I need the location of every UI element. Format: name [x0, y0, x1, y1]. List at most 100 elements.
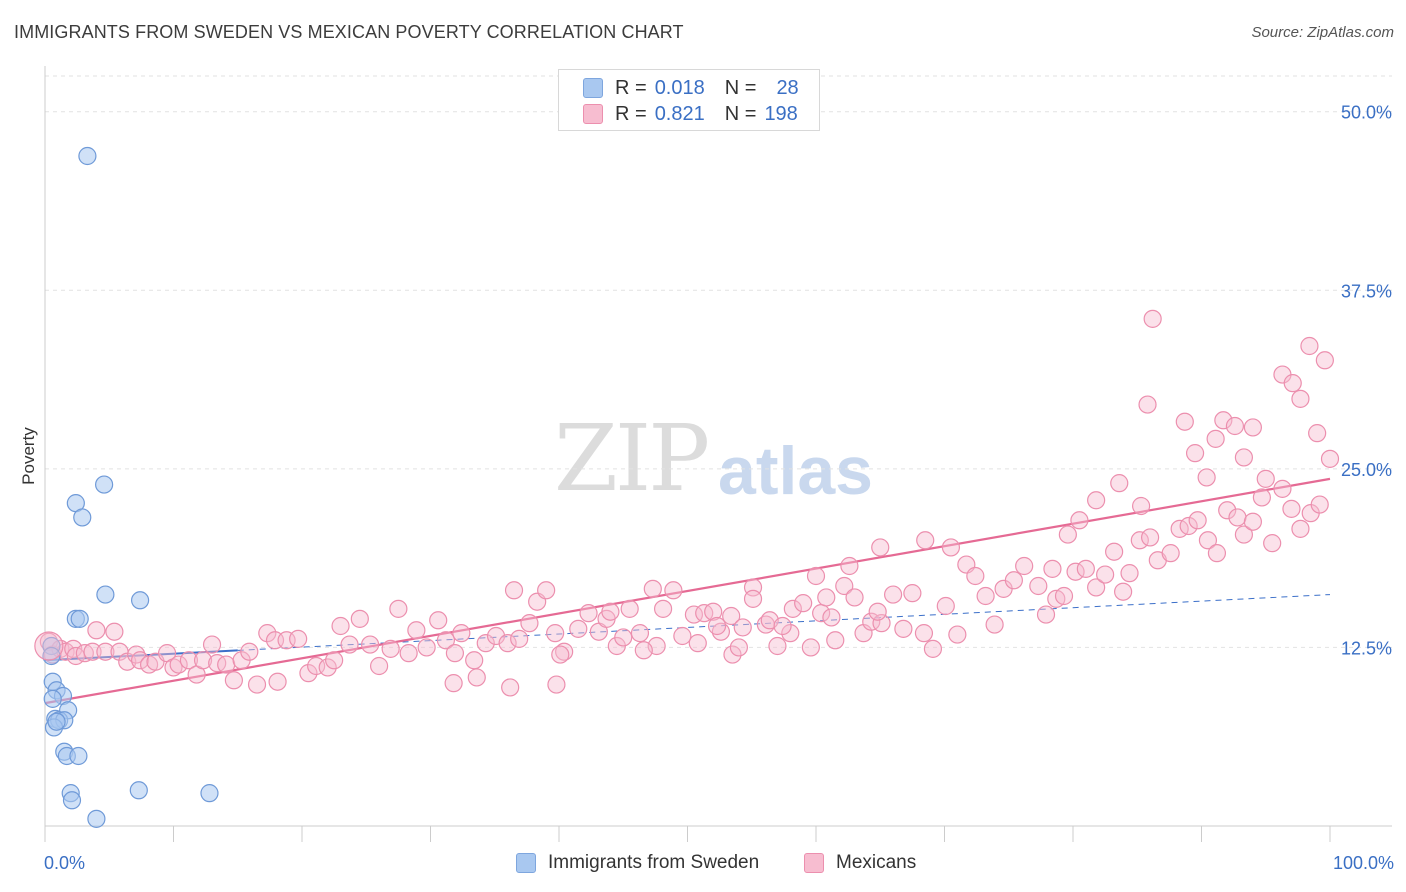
point-mexicans: [1243, 418, 1263, 437]
y-tick-label: 25.0%: [1341, 460, 1392, 480]
legend-label-mexicans: Mexicans: [836, 852, 917, 873]
point-mexicans: [417, 638, 436, 657]
point-mexicans: [277, 631, 296, 650]
point-mexicans: [130, 651, 150, 670]
point-mexicans: [707, 616, 727, 636]
point-mexicans: [1243, 512, 1263, 531]
point-mexicans: [894, 619, 913, 638]
point-mexicans: [429, 611, 448, 630]
point-mexicans: [498, 634, 517, 653]
r-value: 0.821: [654, 102, 705, 125]
point-mexicans: [520, 614, 539, 633]
r-value: 0.018: [654, 76, 705, 99]
point-mexicans: [399, 644, 418, 663]
point-mexicans: [883, 585, 903, 604]
trend-line-mexicans: [44, 477, 1331, 705]
point-mexicans: [1036, 605, 1056, 624]
point-mexicans: [389, 599, 408, 618]
y-tick-label: 50.0%: [1341, 103, 1392, 123]
point-mexicans: [87, 621, 106, 640]
point-mexicans: [546, 624, 565, 643]
point-mexicans: [695, 604, 714, 623]
point-sweden: [43, 689, 62, 708]
point-mexicans: [1234, 525, 1254, 544]
point-mexicans: [1120, 564, 1139, 583]
point-mexicans: [872, 614, 891, 633]
point-mexicans: [224, 671, 243, 690]
point-mexicans: [1198, 531, 1218, 550]
r-label: R =: [615, 76, 647, 99]
n-value: 198: [764, 102, 798, 125]
point-mexicans: [801, 638, 820, 657]
point-mexicans: [1214, 411, 1233, 430]
point-mexicans: [1228, 508, 1247, 527]
point-sweden: [95, 475, 114, 494]
point-mexicans: [34, 631, 64, 661]
point-mexicans: [1308, 424, 1327, 443]
point-mexicans: [436, 631, 456, 650]
point-mexicans: [1029, 576, 1048, 596]
watermark-atlas: atlas: [718, 433, 873, 509]
point-mexicans: [340, 635, 359, 654]
point-mexicans: [845, 588, 864, 607]
point-mexicans: [914, 624, 934, 643]
point-mexicans: [806, 566, 826, 586]
point-sweden: [78, 146, 97, 166]
point-sweden: [87, 809, 106, 828]
point-mexicans: [1043, 559, 1062, 578]
stats-row-mexicans: R = 0.821 N = 198: [583, 101, 798, 127]
point-mexicans: [768, 636, 787, 656]
point-mexicans: [452, 624, 471, 643]
point-mexicans: [318, 658, 337, 677]
point-mexicans: [445, 644, 465, 663]
series-legend: Immigrants from Sweden Mexicans: [0, 852, 1406, 878]
point-mexicans: [1197, 468, 1216, 487]
point-mexicans: [307, 656, 326, 676]
point-mexicans: [1234, 448, 1254, 467]
point-mexicans: [444, 674, 463, 693]
point-mexicans: [64, 639, 83, 658]
point-sweden: [47, 712, 66, 731]
point-mexicans: [1138, 395, 1157, 414]
point-mexicans: [381, 639, 400, 658]
y-tick-label: 12.5%: [1341, 638, 1392, 658]
point-mexicans: [325, 651, 344, 670]
point-mexicans: [179, 651, 199, 670]
point-mexicans: [537, 581, 556, 600]
point-mexicans: [1130, 531, 1149, 550]
point-mexicans: [1015, 556, 1034, 576]
point-mexicans: [794, 594, 813, 613]
point-mexicans: [1161, 544, 1180, 563]
chart-title: IMMIGRANTS FROM SWEDEN VS MEXICAN POVERT…: [14, 22, 684, 42]
point-mexicans: [83, 642, 102, 661]
legend-item-mexicans[interactable]: Mexicans: [804, 852, 916, 874]
point-mexicans: [1282, 499, 1301, 518]
legend-item-sweden[interactable]: Immigrants from Sweden: [516, 852, 759, 874]
point-mexicans: [773, 616, 792, 636]
point-mexicans: [289, 629, 308, 648]
point-mexicans: [1207, 544, 1227, 563]
point-mexicans: [1256, 469, 1275, 488]
point-mexicans: [1087, 491, 1106, 510]
point-mexicans: [569, 619, 588, 638]
point-mexicans: [985, 615, 1004, 634]
point-mexicans: [1004, 571, 1023, 590]
point-mexicans: [1110, 474, 1129, 493]
point-mexicans: [208, 654, 227, 673]
x-tick-label-max: 100.0%: [1333, 853, 1394, 873]
point-mexicans: [976, 586, 995, 606]
point-mexicans: [407, 621, 426, 640]
point-mexicans: [1310, 495, 1329, 514]
point-mexicans: [1263, 534, 1282, 553]
point-mexicans: [501, 678, 520, 697]
point-mexicans: [630, 624, 650, 643]
legend-swatch-sweden: [516, 853, 536, 873]
point-mexicans: [476, 634, 495, 653]
point-mexicans: [723, 645, 742, 664]
point-mexicans: [1058, 525, 1077, 544]
n-value: 28: [776, 76, 799, 99]
point-mexicans: [202, 635, 222, 654]
source-label: Source: ZipAtlas.com: [1251, 24, 1394, 41]
legend-label-sweden: Immigrants from Sweden: [548, 852, 760, 873]
point-mexicans: [1070, 511, 1089, 530]
